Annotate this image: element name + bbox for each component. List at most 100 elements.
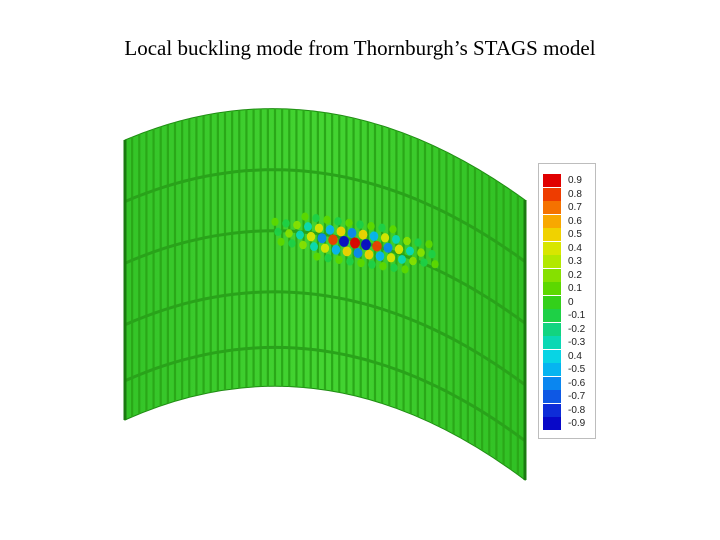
buckle-lobe xyxy=(361,239,371,251)
buckle-lobe xyxy=(356,220,364,229)
legend-label: 0.6 xyxy=(568,215,582,227)
legend-swatch xyxy=(543,268,561,282)
buckle-lobe xyxy=(306,231,316,242)
buckle-lobe xyxy=(331,245,341,255)
buckle-lobe xyxy=(277,237,285,246)
buckle-lobe xyxy=(394,244,404,255)
buckle-lobe xyxy=(369,231,379,241)
buckle-lobe xyxy=(274,227,282,236)
legend-label: -0.2 xyxy=(568,323,586,335)
ring-frame xyxy=(124,345,526,443)
buckle-lobe xyxy=(293,220,301,230)
legend-swatch xyxy=(543,295,561,309)
buckle-lobe xyxy=(414,238,422,247)
buckle-lobe xyxy=(431,260,439,269)
legend-swatch xyxy=(543,201,561,214)
buckle-lobe xyxy=(336,226,346,237)
legend-label: 0 xyxy=(568,296,574,308)
legend-swatch xyxy=(543,241,561,255)
legend-label: 0.4 xyxy=(568,242,582,254)
buckle-lobe xyxy=(358,229,368,240)
buckle-lobe xyxy=(313,252,321,261)
legend-label: 0.1 xyxy=(568,283,582,294)
legend-label: -0.1 xyxy=(568,310,586,321)
buckle-lobe xyxy=(409,256,417,266)
legend-label: -0.9 xyxy=(568,418,586,429)
buckle-lobe xyxy=(335,255,343,265)
buckle-lobe xyxy=(386,253,396,263)
buckle-lobe xyxy=(282,219,290,228)
legend-label: -0.8 xyxy=(568,404,586,416)
buckle-lobe xyxy=(310,242,318,252)
buckle-lobe xyxy=(296,230,304,240)
legend-swatch xyxy=(543,390,561,403)
buckle-lobe xyxy=(345,218,353,228)
legend-swatch xyxy=(543,376,561,390)
local-buckle-pattern xyxy=(271,212,439,274)
contour-legend: 0.9 0.8 0.7 0.6 0.5 0.4 0.3 0.2 0.1 0 -0.1 -0.2 -0.3… xyxy=(538,163,596,439)
buckle-lobe xyxy=(372,240,382,252)
legend-swatch xyxy=(543,282,561,295)
buckle-lobe xyxy=(347,228,357,238)
legend-label: 0.5 xyxy=(568,229,582,240)
buckle-lobe xyxy=(379,261,387,271)
legend-swatch xyxy=(543,228,561,241)
stringer-stiffeners xyxy=(131,108,519,475)
buckle-lobe xyxy=(346,257,354,266)
legend-label: -0.6 xyxy=(568,377,586,389)
buckle-lobe xyxy=(368,260,376,269)
legend-label: 0.4 xyxy=(568,350,582,362)
legend-label: 0.2 xyxy=(568,269,582,281)
buckle-lobe xyxy=(288,239,296,248)
buckle-lobe xyxy=(299,240,307,250)
buckle-lobe xyxy=(403,236,411,246)
buckle-lobe xyxy=(428,250,436,259)
buckle-lobe xyxy=(425,240,433,249)
buckle-lobe xyxy=(328,234,338,246)
ring-frames xyxy=(124,168,526,443)
buckle-lobe xyxy=(271,217,279,226)
buckle-lobe xyxy=(389,225,397,234)
buckle-lobe xyxy=(364,249,374,260)
legend-swatch xyxy=(543,255,561,268)
buckle-lobe xyxy=(420,258,428,267)
legend-label: -0.5 xyxy=(568,364,586,375)
buckle-lobe xyxy=(383,242,393,253)
legend-swatch xyxy=(543,322,561,336)
legend-label: 0.8 xyxy=(568,188,582,200)
ring-frame xyxy=(124,168,526,263)
legend-swatch xyxy=(543,336,561,349)
figure-title: Local buckling mode from Thornburgh’s ST… xyxy=(124,36,596,60)
buckle-lobe xyxy=(325,225,335,235)
legend-swatch xyxy=(543,403,561,417)
buckle-lobe xyxy=(401,265,409,274)
buckle-lobe xyxy=(375,251,385,261)
legend-label: 0.7 xyxy=(568,202,582,213)
buckle-lobe xyxy=(353,248,363,258)
legend-swatch xyxy=(543,417,561,430)
legend-swatch xyxy=(543,187,561,201)
buckle-lobe xyxy=(380,233,390,243)
buckle-lobe xyxy=(324,254,332,263)
buckle-lobe xyxy=(392,234,400,244)
buckle-lobe xyxy=(339,235,349,247)
buckle-lobe xyxy=(406,246,414,256)
buckle-lobe xyxy=(301,212,309,221)
buckle-lobe xyxy=(320,243,330,253)
legend-swatch xyxy=(543,214,561,228)
buckle-lobe xyxy=(417,248,425,257)
buckle-lobe xyxy=(367,221,375,231)
buckle-lobe xyxy=(357,258,365,268)
buckle-lobe xyxy=(312,214,320,223)
buckle-lobe xyxy=(323,215,331,225)
legend-label: 0.3 xyxy=(568,256,582,267)
ring-frame xyxy=(124,290,526,387)
legend-swatch xyxy=(543,309,561,322)
buckle-lobe xyxy=(317,233,327,244)
buckle-lobe xyxy=(285,229,293,238)
buckle-lobe xyxy=(398,254,406,264)
buckle-lobe xyxy=(378,223,386,232)
buckle-lobe xyxy=(342,246,352,257)
legend-label: 0.9 xyxy=(568,175,582,186)
legend-label: -0.7 xyxy=(568,391,586,402)
